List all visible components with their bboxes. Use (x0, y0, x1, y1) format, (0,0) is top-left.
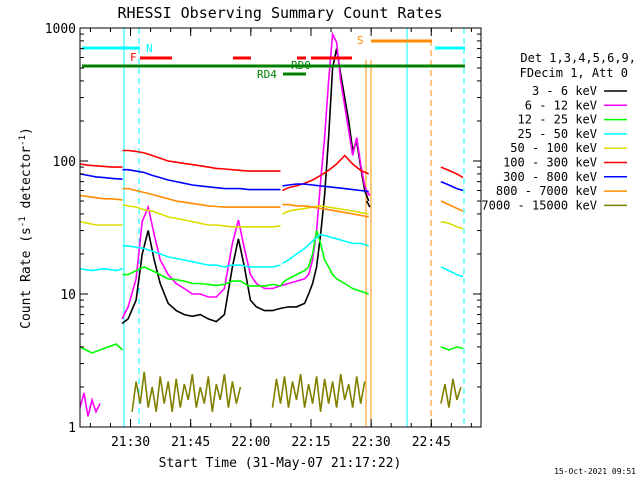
legend: Det 1,3,4,5,6,9, FDecim 1, Att 0 3 - 6 k… (481, 51, 636, 212)
series-6-segment-3 (440, 180, 464, 192)
series-8-segment-0 (131, 371, 242, 412)
series-4-segment-2 (282, 205, 369, 215)
y-tick-label-0: 1 (68, 421, 76, 436)
series-7-segment-2 (282, 203, 369, 218)
y-tick-label-3: 1000 (45, 22, 76, 37)
series-7-segment-3 (440, 200, 464, 212)
series-3-segment-2 (282, 233, 369, 265)
legend-label-1: 6 - 12 keV (525, 98, 597, 112)
series-4-segment-3 (440, 220, 464, 230)
magenta-low-segment (79, 392, 101, 417)
series-3-segment-1 (122, 245, 281, 268)
y-axis-label-sup-1: -1 (18, 216, 28, 227)
y-tick-label-1: 10 (60, 288, 76, 303)
legend-label-0: 3 - 6 keV (532, 84, 597, 98)
axis-ticks: 21:30 21:45 22:00 22:15 22:30 22:45 1 10 100 1000 (45, 22, 481, 450)
y-axis-label-sup-2: -1 (18, 135, 28, 146)
legend-label-7: 800 - 7000 keV (496, 184, 597, 198)
series-5-segment-0 (79, 163, 123, 168)
series-3-segment-0 (79, 267, 123, 272)
rd4-marker-label: RD4 (257, 68, 277, 81)
y-axis-label-main: Count Rate (s (19, 227, 34, 329)
series-7-segment-0 (79, 194, 123, 201)
legend-header-2: FDecim 1, Att 0 (520, 66, 628, 80)
y-axis-label-mid: detector (19, 146, 34, 217)
series-0-segment-1 (365, 200, 371, 208)
f-marker-label: F (130, 51, 137, 64)
series-6-segment-1 (122, 168, 281, 191)
series-0-segment-0 (121, 48, 370, 325)
series-6-segment-2 (282, 183, 369, 193)
series-2-segment-2 (440, 346, 464, 351)
x-axis-label: Start Time (31-May-07 21:17:22) (159, 456, 402, 471)
y-axis-label-end: ) (19, 127, 34, 135)
series-layer (79, 31, 464, 417)
legend-header-1: Det 1,3,4,5,6,9, (520, 51, 636, 65)
chart-title: RHESSI Observing Summary Count Rates (117, 4, 442, 22)
series-7-segment-1 (122, 187, 281, 208)
annotation-layer: NF S RD0 RD4 (82, 34, 465, 81)
series-2-segment-1 (122, 230, 369, 295)
series-5-segment-3 (440, 166, 464, 179)
legend-label-4: 50 - 100 keV (510, 141, 597, 155)
rd0-marker-label: RD0 (291, 59, 311, 72)
legend-label-6: 300 - 800 keV (503, 170, 597, 184)
legend-label-8: 7000 - 15000 keV (481, 198, 597, 212)
series-1-segment-0 (121, 31, 370, 320)
series-5-segment-1 (122, 149, 281, 172)
s-marker-label: S (357, 34, 364, 47)
x-tick-label-2: 22:00 (231, 435, 270, 450)
footer-date: 15-Oct-2021 09:51 (554, 467, 636, 476)
observing-bands (123, 28, 465, 427)
legend-label-2: 12 - 25 keV (518, 113, 597, 127)
x-tick-label-3: 22:15 (291, 435, 330, 450)
legend-label-5: 100 - 300 keV (503, 156, 597, 170)
series-2-segment-0 (79, 343, 124, 354)
y-tick-label-2: 100 (53, 155, 76, 170)
plot-frame (79, 27, 482, 428)
series-4-segment-1 (122, 203, 281, 228)
x-tick-label-5: 22:45 (412, 435, 451, 450)
series-6-segment-0 (79, 173, 123, 180)
x-tick-label-0: 21:30 (111, 435, 150, 450)
series-8-segment-2 (440, 378, 462, 408)
n-marker-label: N (146, 42, 153, 55)
series-4-segment-0 (79, 220, 123, 226)
series-5-segment-2 (282, 154, 370, 192)
legend-label-3: 25 - 50 keV (518, 127, 597, 141)
series-8-segment-1 (271, 373, 366, 412)
x-tick-label-1: 21:45 (171, 435, 210, 450)
series-3-segment-3 (440, 266, 464, 278)
y-axis-label: Count Rate (s-1 detector-1) (18, 127, 34, 329)
x-tick-label-4: 22:30 (352, 435, 391, 450)
